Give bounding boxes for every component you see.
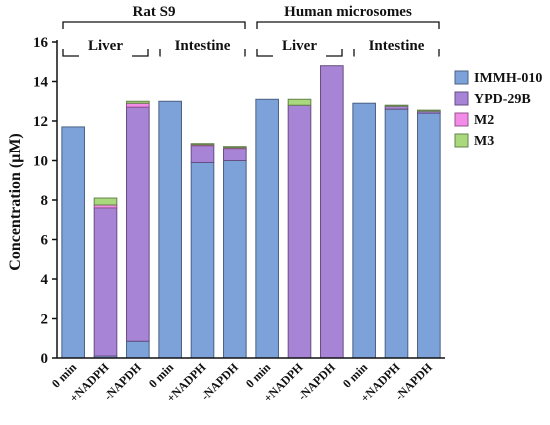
- sub-group-label-3: Intestine: [369, 38, 425, 54]
- bar-segment-immh-010-4: [190, 161, 215, 359]
- bar-segment-m3-4: [190, 143, 215, 146]
- bar-segment-m3-5: [223, 146, 247, 149]
- bar-segment-immh-010-0: [61, 126, 85, 359]
- top-group-label-1: Human microsomes: [284, 4, 412, 20]
- bar-segment-ypd-29b-4: [190, 145, 215, 163]
- y-tick-label-0: 0: [41, 351, 49, 367]
- bar-segment-ypd-29b-7: [287, 104, 312, 359]
- y-tick-label-14: 14: [33, 75, 49, 91]
- y-tick-label-16: 16: [33, 35, 49, 51]
- bar-segment-immh-010-5: [223, 160, 247, 359]
- bar-segment-m3-1: [93, 197, 118, 206]
- legend-label-ypd-29b: YPD-29B: [474, 92, 531, 107]
- top-group-bracket-0: [62, 21, 246, 29]
- y-tick-label-12: 12: [33, 114, 48, 130]
- legend: IMMH-010 YPD-29B M2 M3: [454, 70, 542, 149]
- legend-label-m3: M3: [474, 134, 494, 149]
- bar-segment-m3-10: [384, 104, 409, 107]
- sub-group-bracket-left-2: [256, 49, 273, 57]
- sub-group-bracket-right-2: [326, 49, 343, 57]
- sub-group-label-2: Liver: [282, 38, 317, 54]
- bar-segment-m3-7: [287, 98, 312, 106]
- y-tick-label-10: 10: [33, 154, 48, 170]
- bar-segment-m3-11: [417, 109, 441, 112]
- bar-segment-ypd-29b-1: [93, 207, 118, 357]
- y-axis-label: Concentration (μM): [7, 133, 24, 270]
- bar-segment-immh-010-11: [417, 112, 441, 359]
- sub-group-label-1: Intestine: [175, 38, 231, 54]
- sub-group-bracket-left-0: [62, 49, 79, 57]
- bar-segment-ypd-29b-8: [320, 65, 344, 359]
- bar-segment-m3-2: [126, 100, 150, 104]
- legend-swatch-m2: [454, 112, 469, 127]
- sub-group-label-0: Liver: [88, 38, 123, 54]
- legend-swatch-ypd-29b: [454, 91, 469, 106]
- bar-segment-ypd-29b-2: [126, 106, 150, 342]
- y-tick-label-6: 6: [41, 233, 49, 249]
- bar-segment-immh-010-6: [255, 98, 279, 359]
- bar-segment-immh-010-10: [384, 108, 409, 359]
- sub-group-bracket-right-0: [132, 49, 149, 57]
- top-group-label-0: Rat S9: [133, 4, 176, 20]
- bar-segment-m2-2: [126, 102, 150, 108]
- group-brackets: Rat S9 Human microsomes Liver Intestine Live…: [62, 4, 440, 57]
- y-tick-label-8: 8: [41, 193, 49, 209]
- bar-segment-immh-010-9: [352, 102, 376, 359]
- bar-segment-immh-010-3: [158, 100, 182, 359]
- y-tick-label-4: 4: [41, 272, 49, 288]
- bar-segment-ypd-29b-5: [223, 148, 247, 161]
- bars: [61, 65, 441, 359]
- legend-label-immh-010: IMMH-010: [474, 71, 542, 86]
- bar-segment-immh-010-2: [126, 340, 150, 359]
- top-group-bracket-1: [256, 21, 440, 29]
- legend-label-m2: M2: [474, 113, 494, 128]
- y-tick-label-2: 2: [41, 312, 49, 328]
- legend-swatch-m3: [454, 133, 469, 148]
- legend-swatch-immh-010: [454, 70, 469, 85]
